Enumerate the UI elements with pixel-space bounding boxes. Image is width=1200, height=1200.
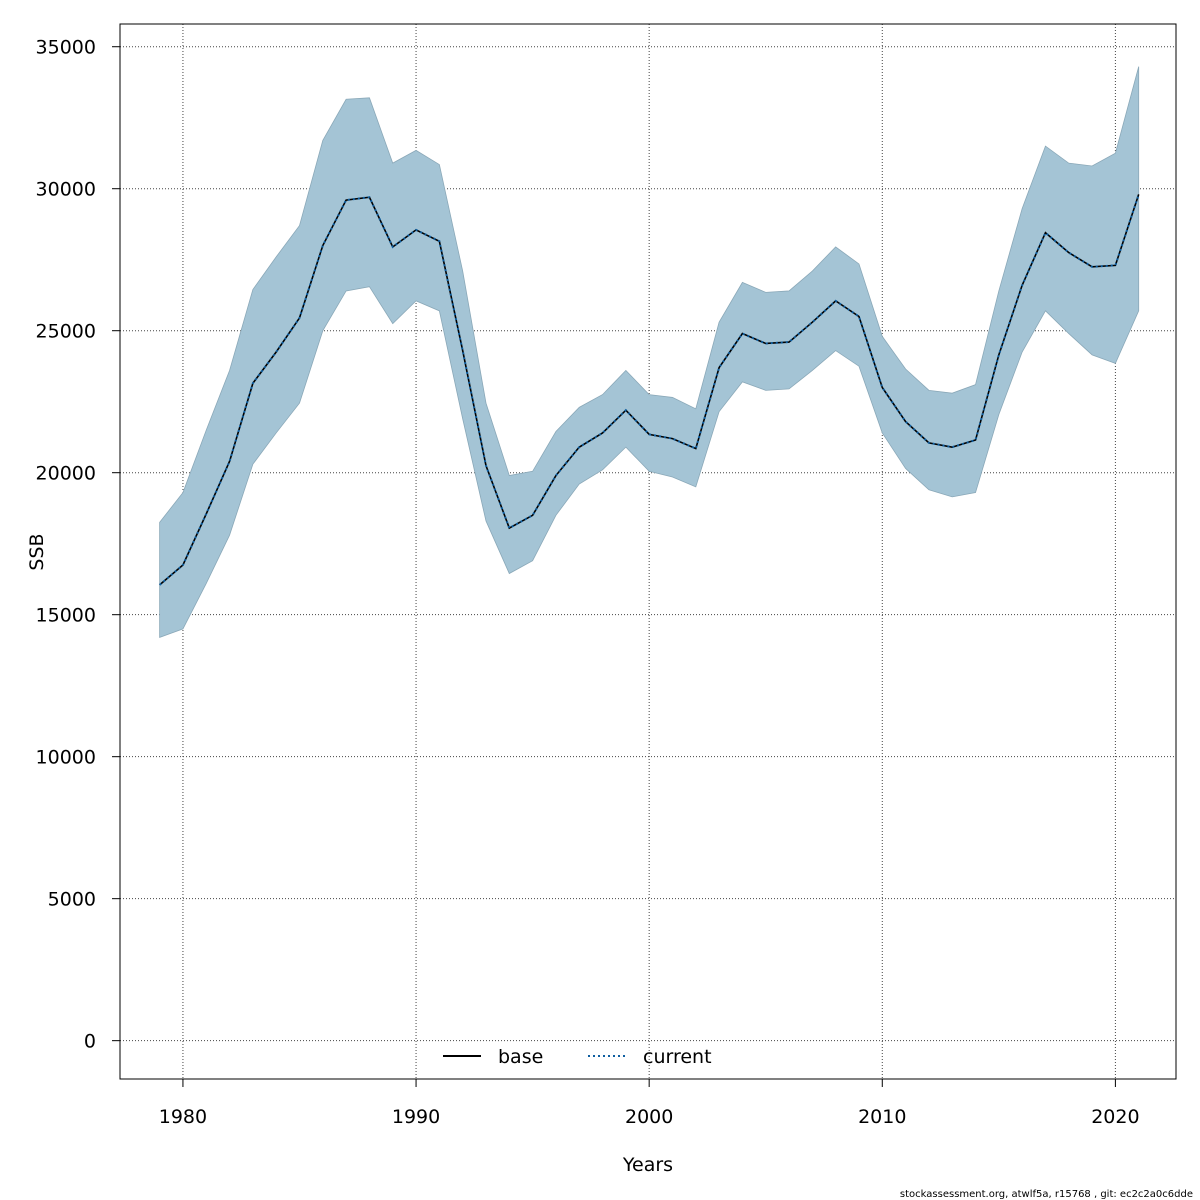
y-tick-label: 20000 xyxy=(36,463,96,485)
series-lines xyxy=(158,194,1140,586)
y-tick-label: 5000 xyxy=(48,889,96,911)
legend-base-label: base xyxy=(498,1046,543,1068)
x-tick-label: 1980 xyxy=(159,1106,207,1128)
legend-current-label: current xyxy=(643,1046,712,1068)
confidence-band xyxy=(159,66,1140,638)
y-tick-label: 25000 xyxy=(36,321,96,343)
axis-ticks: 0 5000 10000 15000 20000 25000 30000 35000 1980 1… xyxy=(36,37,1140,1128)
x-tick-label: 2020 xyxy=(1091,1106,1139,1128)
ci-band-polygon xyxy=(159,66,1140,638)
legend: base current xyxy=(443,1046,712,1068)
x-axis-title: Years xyxy=(622,1154,673,1176)
series-line-current xyxy=(158,194,1140,586)
y-axis-title: SSB xyxy=(26,533,48,570)
y-tick-label: 10000 xyxy=(36,747,96,769)
x-tick-label: 2000 xyxy=(625,1106,673,1128)
y-tick-label: 30000 xyxy=(36,179,96,201)
footer-credit: stockassessment.org, atwlf5a, r15768 , g… xyxy=(900,1189,1193,1200)
y-tick-label: 15000 xyxy=(36,605,96,627)
y-tick-label: 35000 xyxy=(36,37,96,59)
y-tick-label: 0 xyxy=(84,1031,96,1053)
x-tick-label: 1990 xyxy=(392,1106,440,1128)
x-tick-label: 2010 xyxy=(858,1106,906,1128)
grid xyxy=(120,24,1176,1079)
plot-frame xyxy=(119,23,1177,1080)
